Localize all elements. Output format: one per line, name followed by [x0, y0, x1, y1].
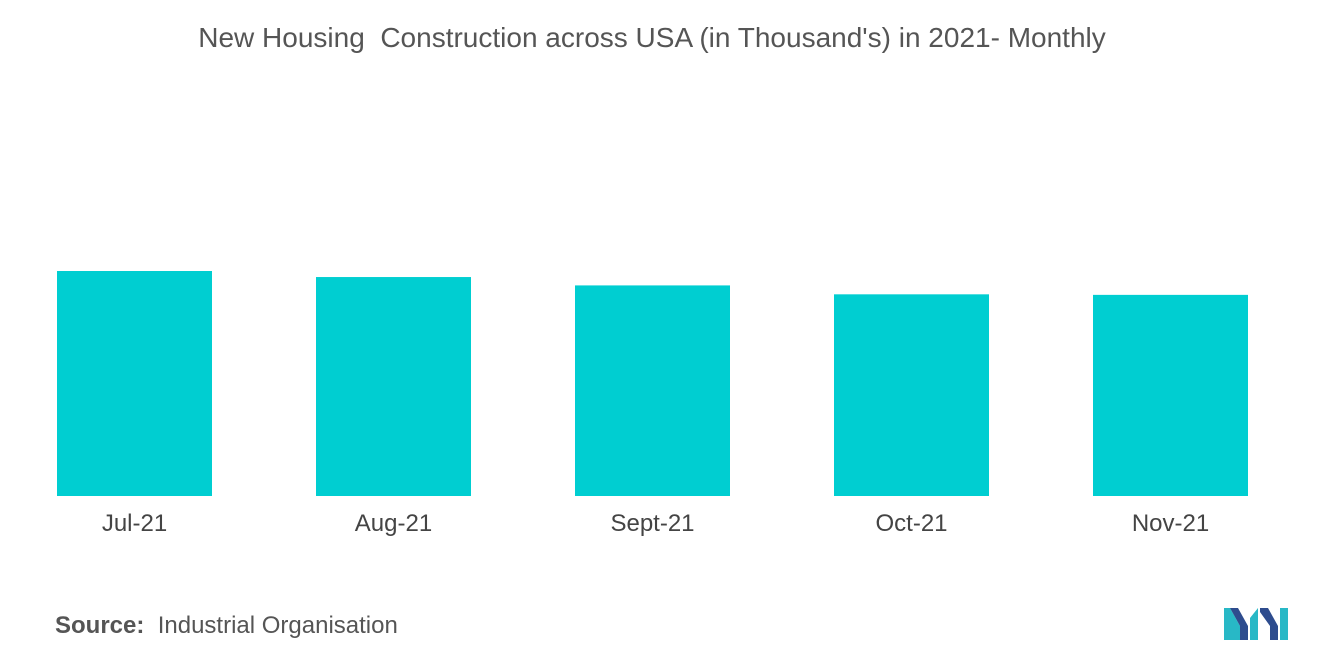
- x-tick-label: Jul-21: [102, 510, 167, 537]
- x-tick-label: Nov-21: [1132, 510, 1209, 537]
- x-tick-label: Oct-21: [875, 510, 947, 537]
- chart-title: New Housing Construction across USA (in …: [198, 22, 1106, 53]
- source-text: Industrial Organisation: [157, 612, 398, 639]
- bar-sept-21: [575, 285, 730, 496]
- source-label: Source:: [55, 612, 145, 639]
- source-note: Source: Industrial Organisation: [55, 612, 398, 640]
- x-axis-labels: Jul-21 Aug-21 Sept-21 Oct-21 Nov-21: [102, 510, 1209, 537]
- mordor-intelligence-logo-icon: [1224, 608, 1288, 640]
- x-tick-label: Sept-21: [610, 510, 694, 537]
- bars-group: [57, 271, 1248, 496]
- bar-nov-21: [1093, 294, 1248, 496]
- bar-aug-21: [316, 277, 471, 496]
- x-tick-label: Aug-21: [355, 510, 432, 537]
- bar-jul-21: [57, 271, 212, 496]
- bar-oct-21: [834, 294, 989, 496]
